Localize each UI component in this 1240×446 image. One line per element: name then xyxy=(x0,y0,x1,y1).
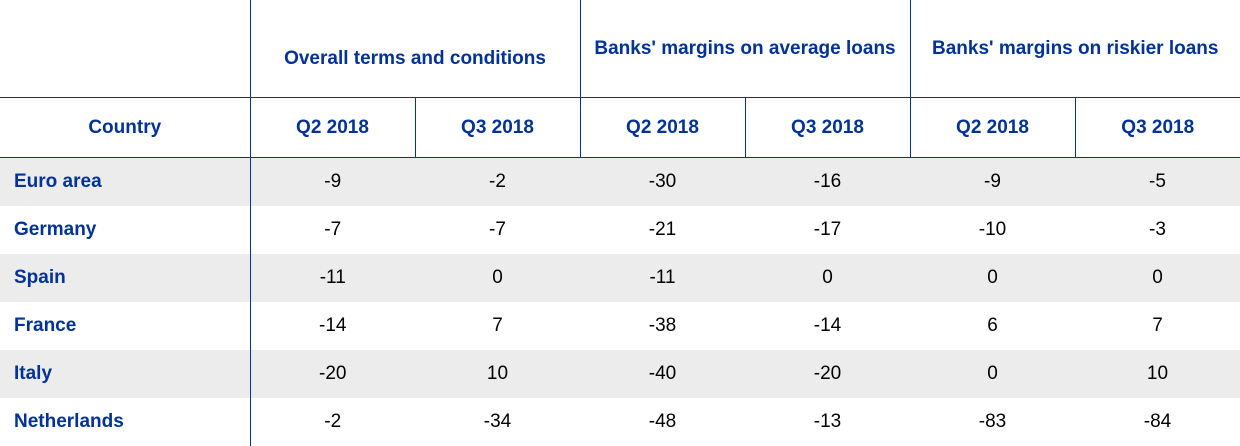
period-header: Q3 2018 xyxy=(414,97,580,158)
table-cell: 7 xyxy=(1075,302,1240,350)
table-cell: -40 xyxy=(580,350,745,398)
group-header-row: Overall terms and conditions Banks' marg… xyxy=(0,0,1240,98)
table-cell: -20 xyxy=(249,350,415,398)
period-header: Q2 2018 xyxy=(579,97,745,158)
table-cell: -84 xyxy=(1075,398,1240,446)
period-header: Q2 2018 xyxy=(909,97,1075,158)
table-cell: 0 xyxy=(910,254,1075,302)
country-name: Netherlands xyxy=(0,398,250,446)
table-row: Spain -11 0 -11 0 0 0 xyxy=(0,254,1240,302)
table-cell: -7 xyxy=(415,206,580,254)
group-header-riskier-loans: Banks' margins on riskier loans xyxy=(909,0,1240,98)
table-cell: -2 xyxy=(249,398,415,446)
period-header-row: Country Q2 2018 Q3 2018 Q2 2018 Q3 2018 … xyxy=(0,97,1240,158)
table-cell: -10 xyxy=(910,206,1075,254)
table-cell: -48 xyxy=(580,398,745,446)
table-cell: -21 xyxy=(580,206,745,254)
table-cell: -16 xyxy=(745,157,910,206)
table-cell: -5 xyxy=(1075,157,1240,206)
table-cell: -13 xyxy=(745,398,910,446)
table-cell: 6 xyxy=(910,302,1075,350)
table-cell: -3 xyxy=(1075,206,1240,254)
table-row: Netherlands -2 -34 -48 -13 -83 -84 xyxy=(0,398,1240,446)
table-cell: 7 xyxy=(415,302,580,350)
country-column-header: Country xyxy=(0,97,250,158)
group-header-overall: Overall terms and conditions xyxy=(249,0,580,98)
table-cell: -9 xyxy=(910,157,1075,206)
table-cell: -20 xyxy=(745,350,910,398)
table-cell: 10 xyxy=(1075,350,1240,398)
header-corner xyxy=(0,0,250,98)
table-cell: -83 xyxy=(910,398,1075,446)
table-cell: 0 xyxy=(745,254,910,302)
table-cell: 10 xyxy=(415,350,580,398)
country-name: Italy xyxy=(0,350,250,398)
table-cell: -14 xyxy=(745,302,910,350)
table-cell: -38 xyxy=(580,302,745,350)
period-header: Q2 2018 xyxy=(249,97,415,158)
table-cell: -9 xyxy=(249,157,415,206)
table-cell: 0 xyxy=(415,254,580,302)
table-cell: -7 xyxy=(249,206,415,254)
period-header: Q3 2018 xyxy=(744,97,910,158)
table-cell: 0 xyxy=(1075,254,1240,302)
table-cell: -34 xyxy=(415,398,580,446)
table-cell: -30 xyxy=(580,157,745,206)
table-row: France -14 7 -38 -14 6 7 xyxy=(0,302,1240,350)
country-name: Spain xyxy=(0,254,250,302)
country-name: Euro area xyxy=(0,157,250,206)
table-row: Italy -20 10 -40 -20 0 10 xyxy=(0,350,1240,398)
table-cell: -14 xyxy=(249,302,415,350)
table-cell: -11 xyxy=(249,254,415,302)
table-cell: 0 xyxy=(910,350,1075,398)
table-cell: -2 xyxy=(415,157,580,206)
table-row: Germany -7 -7 -21 -17 -10 -3 xyxy=(0,206,1240,254)
table-cell: -17 xyxy=(745,206,910,254)
country-name: Germany xyxy=(0,206,250,254)
group-header-average-loans: Banks' margins on average loans xyxy=(579,0,910,98)
country-name: France xyxy=(0,302,250,350)
period-header: Q3 2018 xyxy=(1074,97,1240,158)
table-row: Euro area -9 -2 -30 -16 -9 -5 xyxy=(0,157,1240,206)
table-cell: -11 xyxy=(580,254,745,302)
